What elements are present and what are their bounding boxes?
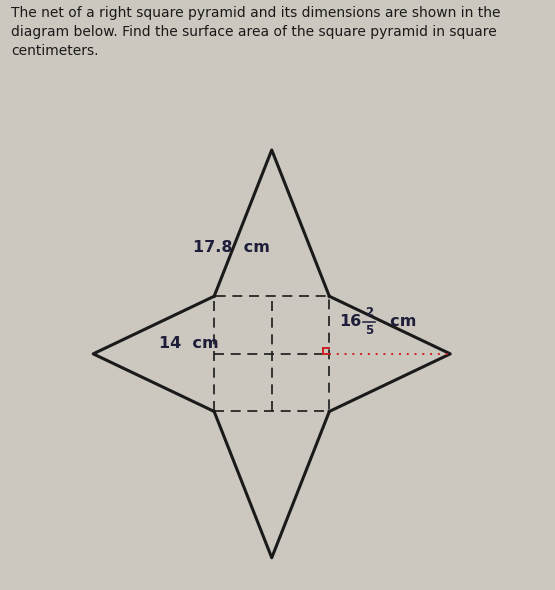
Text: 16: 16 bbox=[339, 314, 362, 329]
Text: 17.8  cm: 17.8 cm bbox=[193, 240, 270, 255]
Text: The net of a right square pyramid and its dimensions are shown in the
diagram be: The net of a right square pyramid and it… bbox=[11, 6, 501, 58]
Text: 14  cm: 14 cm bbox=[159, 336, 219, 351]
Text: 2: 2 bbox=[365, 306, 373, 319]
Text: 5: 5 bbox=[365, 324, 373, 337]
Text: cm: cm bbox=[379, 314, 416, 329]
